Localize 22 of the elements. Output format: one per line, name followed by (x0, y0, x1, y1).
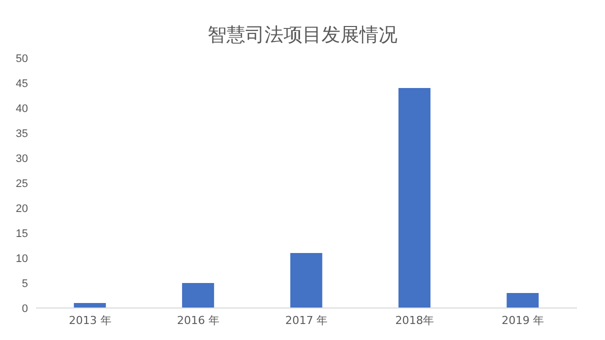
y-tick-label: 15 (16, 228, 28, 240)
x-tick-label: 2016 年 (177, 314, 220, 327)
y-tick-label: 5 (22, 278, 28, 290)
y-tick-label: 0 (22, 302, 28, 315)
y-tick-label: 20 (16, 202, 28, 215)
y-tick-label: 25 (16, 178, 28, 190)
y-tick-label: 10 (16, 252, 28, 265)
x-tick-label: 2013 年 (68, 314, 112, 327)
y-tick-label: 30 (16, 152, 28, 165)
y-tick-label: 35 (16, 128, 28, 140)
x-tick-label: 2019 年 (502, 314, 544, 327)
bar (506, 293, 539, 308)
y-tick-label: 45 (16, 78, 28, 90)
x-tick-label: 2018年 (395, 314, 434, 327)
y-tick-label: 50 (16, 52, 28, 65)
bar (74, 303, 106, 308)
bar (182, 283, 214, 308)
chart-title: 智慧司法项目发展情况 (206, 23, 398, 48)
bar (290, 253, 322, 308)
bar (398, 88, 430, 308)
y-tick-label: 40 (16, 102, 28, 115)
x-tick-label: 2017 年 (285, 314, 328, 327)
